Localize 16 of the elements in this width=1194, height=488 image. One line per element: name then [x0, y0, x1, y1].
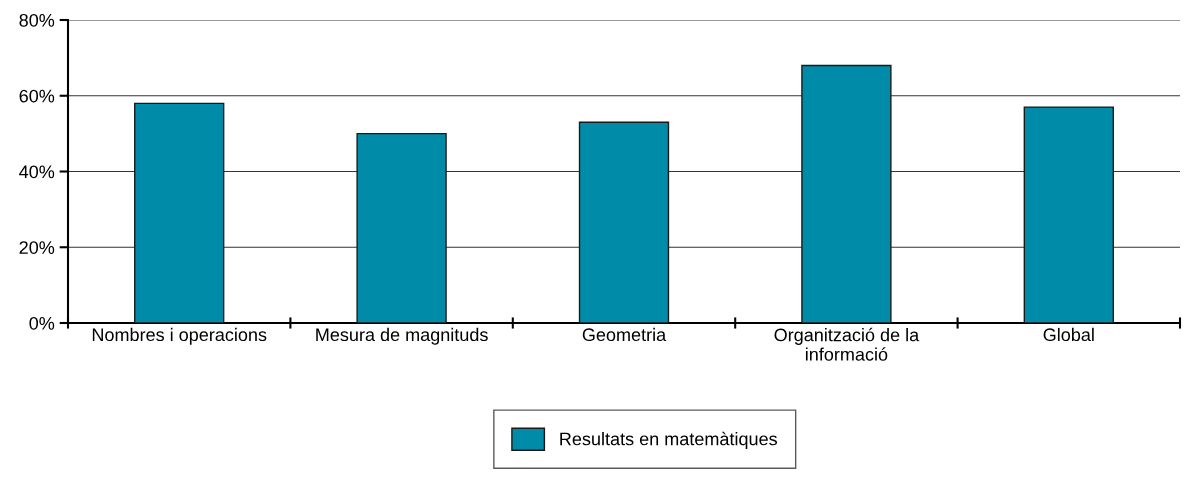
y-tick-label: 80%: [19, 13, 55, 27]
y-tick-label: 0%: [29, 316, 55, 330]
x-tick-label: Global: [1043, 327, 1094, 342]
legend-label: Resultats en matemàtiques: [560, 431, 777, 449]
y-tick-label: 20%: [19, 241, 55, 254]
x-tick-label: Geometria: [582, 327, 667, 342]
x-tick-label: Organització de la informació: [774, 327, 920, 361]
bar: [1023, 106, 1114, 323]
y-tick-label: 40%: [19, 165, 55, 179]
bar: [801, 64, 892, 323]
x-tick-label: Mesura de magnituds: [316, 327, 488, 345]
y-tick-label: 60%: [19, 89, 55, 103]
x-tick-label: Nombres i operacions: [92, 327, 267, 345]
bar: [578, 121, 670, 323]
bar: [134, 102, 225, 323]
bar: [356, 132, 447, 323]
